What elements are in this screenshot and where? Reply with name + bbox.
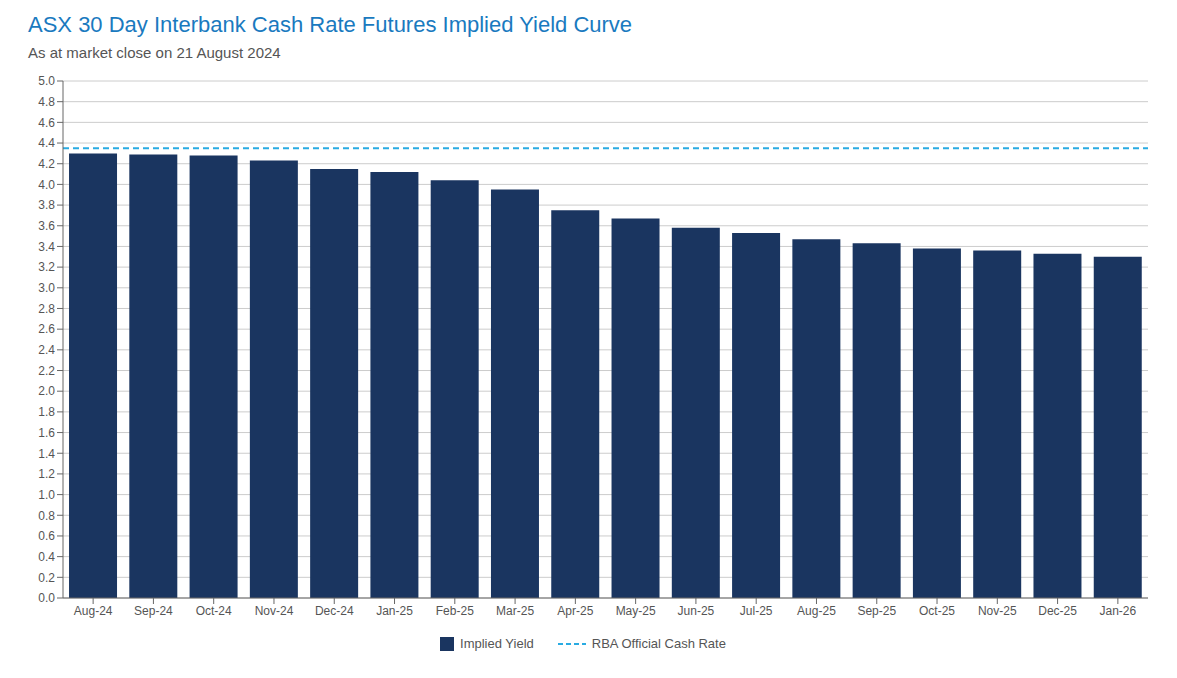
- svg-text:2.0: 2.0: [38, 384, 55, 398]
- svg-text:3.4: 3.4: [38, 240, 55, 254]
- svg-text:Sep-24: Sep-24: [134, 604, 173, 618]
- svg-text:1.4: 1.4: [38, 447, 55, 461]
- svg-text:4.4: 4.4: [38, 136, 55, 150]
- svg-text:0.6: 0.6: [38, 529, 55, 543]
- svg-text:Dec-24: Dec-24: [315, 604, 354, 618]
- html-text:RBA Official Cash Rate: RBA Official Cash Rate: [591, 636, 726, 651]
- svg-text:3.6: 3.6: [38, 219, 55, 233]
- html-text:Implied Yield: Implied Yield: [460, 636, 534, 651]
- svg-text:Nov-25: Nov-25: [978, 604, 1017, 618]
- svg-text:4.2: 4.2: [38, 157, 55, 171]
- svg-text:May-25: May-25: [616, 604, 656, 618]
- svg-text:3.8: 3.8: [38, 198, 55, 212]
- svg-text:Aug-25: Aug-25: [797, 604, 836, 618]
- svg-text:0.4: 0.4: [38, 550, 55, 564]
- svg-text:Feb-25: Feb-25: [436, 604, 474, 618]
- svg-text:Sep-25: Sep-25: [857, 604, 896, 618]
- svg-text:2.6: 2.6: [38, 322, 55, 336]
- svg-text:Aug-24: Aug-24: [74, 604, 113, 618]
- svg-text:0.0: 0.0: [38, 591, 55, 605]
- svg-text:Apr-25: Apr-25: [557, 604, 593, 618]
- svg-text:2.8: 2.8: [38, 302, 55, 316]
- html-text:ASX 30 Day Interbank Cash Rate: ASX 30 Day Interbank Cash Rate Futures I…: [28, 12, 633, 37]
- svg-text:5.0: 5.0: [38, 74, 55, 88]
- svg-text:Jan-26: Jan-26: [1100, 604, 1137, 618]
- svg-text:0.2: 0.2: [38, 571, 55, 585]
- svg-text:1.6: 1.6: [38, 426, 55, 440]
- svg-text:4.6: 4.6: [38, 116, 55, 130]
- svg-text:1.0: 1.0: [38, 488, 55, 502]
- html-text:As at market close on 21 Augus: As at market close on 21 August 2024: [28, 44, 281, 61]
- svg-text:Oct-25: Oct-25: [919, 604, 955, 618]
- svg-text:4.8: 4.8: [38, 95, 55, 109]
- svg-text:3.2: 3.2: [38, 260, 55, 274]
- svg-text:Dec-25: Dec-25: [1038, 604, 1077, 618]
- svg-text:1.2: 1.2: [38, 467, 55, 481]
- svg-text:Oct-24: Oct-24: [196, 604, 232, 618]
- svg-text:Nov-24: Nov-24: [255, 604, 294, 618]
- svg-text:4.0: 4.0: [38, 178, 55, 192]
- svg-text:Jun-25: Jun-25: [678, 604, 715, 618]
- svg-text:Jan-25: Jan-25: [376, 604, 413, 618]
- svg-text:Jul-25: Jul-25: [740, 604, 773, 618]
- svg-text:3.0: 3.0: [38, 281, 55, 295]
- svg-text:2.4: 2.4: [38, 343, 55, 357]
- svg-text:Mar-25: Mar-25: [496, 604, 534, 618]
- svg-text:0.8: 0.8: [38, 509, 55, 523]
- svg-text:1.8: 1.8: [38, 405, 55, 419]
- svg-text:2.2: 2.2: [38, 364, 55, 378]
